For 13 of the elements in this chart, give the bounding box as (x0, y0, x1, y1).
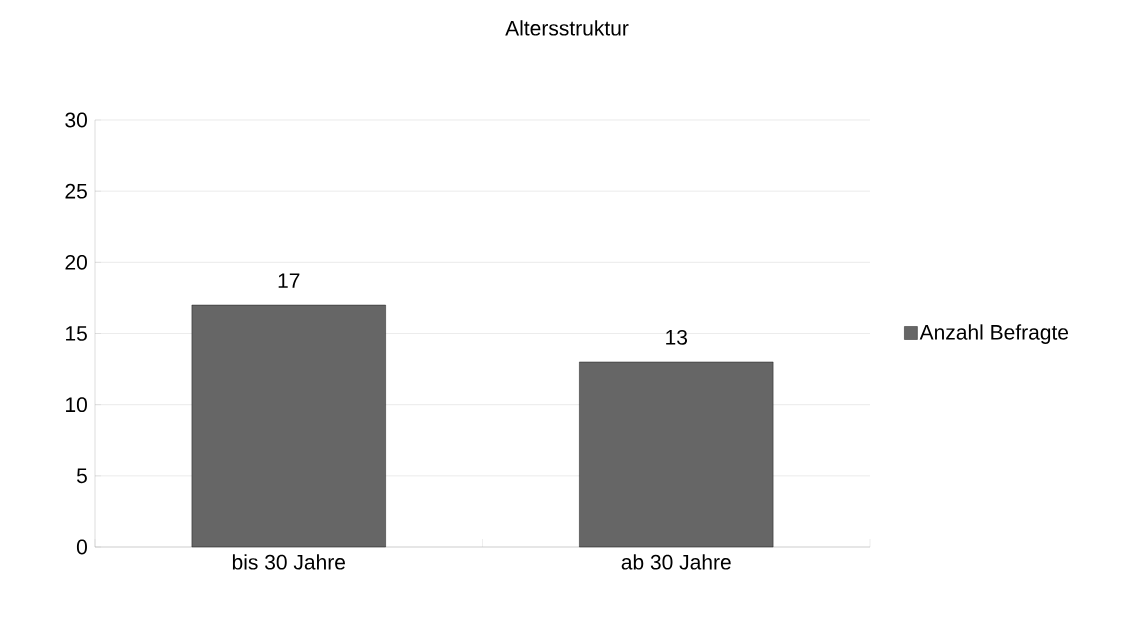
data-label: 17 (278, 273, 300, 288)
data-label: 13 (666, 329, 688, 345)
legend-label: Anzahl Befragte (919, 324, 1069, 344)
y-tick-label: 20 (65, 254, 87, 270)
y-tick-label: 15 (66, 326, 87, 341)
y-tick-label: 25 (65, 183, 87, 199)
x-tick-label: bis 30 Jahre (232, 554, 345, 570)
y-tick-label: 30 (65, 112, 87, 128)
y-tick-label: 5 (76, 468, 87, 484)
y-tick-label: 10 (66, 397, 87, 413)
y-tick-label: 0 (76, 539, 87, 555)
chart-title: Altersstruktur (505, 20, 629, 36)
x-tick-label: ab 30 Jahre (621, 554, 731, 570)
